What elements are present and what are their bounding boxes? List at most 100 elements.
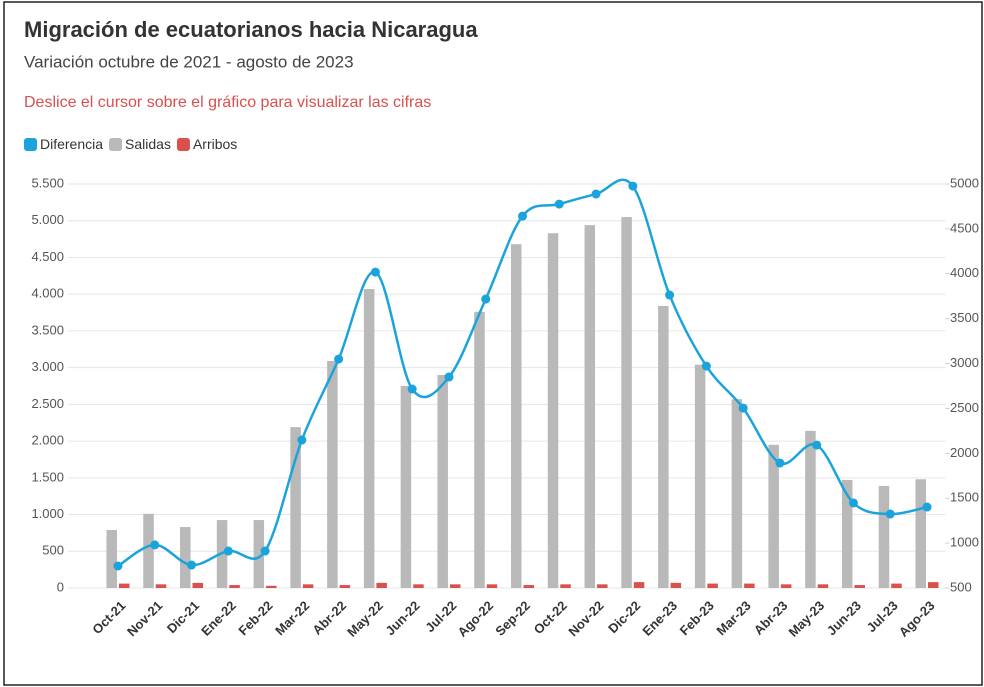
legend-swatch: [109, 138, 123, 151]
y2-tick-label: 1500: [950, 490, 979, 505]
y2-tick-label: 2500: [950, 400, 979, 415]
bar: [327, 361, 338, 588]
bar: [744, 583, 755, 588]
bar: [363, 289, 375, 588]
line-point: [518, 211, 527, 221]
bar: [523, 585, 534, 588]
bar: [731, 399, 743, 588]
bar: [437, 374, 448, 588]
bar: [854, 585, 865, 588]
line-point: [738, 403, 748, 413]
bar: [597, 584, 608, 588]
bar: [339, 585, 351, 588]
bar: [817, 584, 829, 588]
bar: [560, 584, 571, 588]
line-point: [260, 546, 270, 556]
y2-tick-label: 4500: [950, 220, 979, 235]
bar: [633, 582, 645, 588]
line-point: [297, 435, 307, 445]
line-point: [812, 440, 822, 450]
chart-title: Migración de ecuatorianos hacia Nicaragu…: [24, 17, 478, 42]
y2-tick-label: 500: [950, 579, 972, 594]
bar: [707, 583, 718, 588]
line-point: [628, 181, 638, 191]
bar: [658, 305, 669, 588]
bar: [400, 386, 412, 588]
frame: [3, 1, 983, 686]
line-point: [481, 294, 491, 304]
line-point: [187, 560, 197, 570]
y2-tick-label: 2000: [950, 445, 979, 460]
y-tick-label: 5.000: [31, 212, 64, 227]
bar: [915, 479, 927, 588]
bar: [486, 584, 498, 588]
bar: [180, 527, 191, 588]
line-point: [591, 189, 601, 199]
line-point: [223, 546, 233, 556]
y-tick-label: 4.000: [31, 286, 64, 301]
y-tick-label: 5.500: [31, 175, 64, 190]
bar: [511, 244, 522, 588]
y-tick-label: 2.500: [31, 396, 64, 411]
line-point: [885, 509, 895, 519]
bar: [694, 364, 706, 588]
y-tick-label: 0: [57, 579, 64, 594]
chart-subtitle: Variación octubre de 2021 - agosto de 20…: [24, 52, 354, 71]
bar: [841, 480, 853, 588]
y-tick-label: 3.500: [31, 322, 64, 337]
bar: [780, 584, 792, 588]
bar: [290, 427, 301, 588]
legend-label: Arribos: [193, 136, 237, 152]
y2-tick-label: 3000: [950, 355, 979, 370]
line-point: [701, 361, 711, 371]
y-tick-label: 4.500: [31, 249, 64, 264]
bar: [584, 225, 596, 588]
bar: [474, 311, 485, 588]
y2-tick-label: 1000: [950, 535, 979, 550]
bar: [449, 584, 461, 588]
y-tick-label: 3.000: [31, 359, 64, 374]
legend-swatch: [176, 138, 190, 151]
bar: [547, 233, 559, 588]
bar: [928, 582, 939, 588]
bar: [376, 582, 387, 588]
bar: [302, 584, 314, 588]
bar: [413, 584, 424, 588]
y2-tick-label: 5000: [950, 175, 979, 190]
line-point: [370, 267, 380, 277]
y-tick-label: 1.500: [31, 469, 64, 484]
bar: [891, 583, 902, 588]
bar: [253, 520, 265, 588]
line-point: [922, 502, 932, 512]
line-point: [665, 290, 675, 300]
line-point: [775, 458, 785, 468]
bar: [621, 217, 632, 588]
bar: [155, 584, 167, 588]
y-tick-label: 2.000: [31, 433, 64, 448]
y2-tick-label: 4000: [950, 265, 979, 280]
bar: [878, 485, 890, 588]
bar: [805, 430, 816, 588]
line-point: [407, 384, 417, 394]
legend-label: Salidas: [125, 136, 171, 152]
bar: [768, 444, 779, 588]
bar: [192, 582, 204, 588]
line-point: [848, 498, 858, 508]
bar: [143, 513, 154, 588]
bar: [670, 582, 682, 588]
line-point: [113, 561, 123, 571]
line-point: [334, 354, 344, 364]
y2-tick-label: 3500: [950, 310, 979, 325]
line-point: [554, 199, 564, 209]
line-point: [444, 372, 454, 382]
bar: [118, 583, 130, 588]
legend-swatch: [24, 138, 37, 151]
annotation: Deslice el cursor sobre el gráfico para …: [24, 94, 431, 111]
line-point: [150, 540, 160, 550]
bar: [266, 585, 277, 588]
legend-label: Diferencia: [40, 136, 103, 152]
bar: [229, 585, 240, 588]
bar: [106, 529, 117, 588]
y-tick-label: 500: [42, 543, 64, 558]
